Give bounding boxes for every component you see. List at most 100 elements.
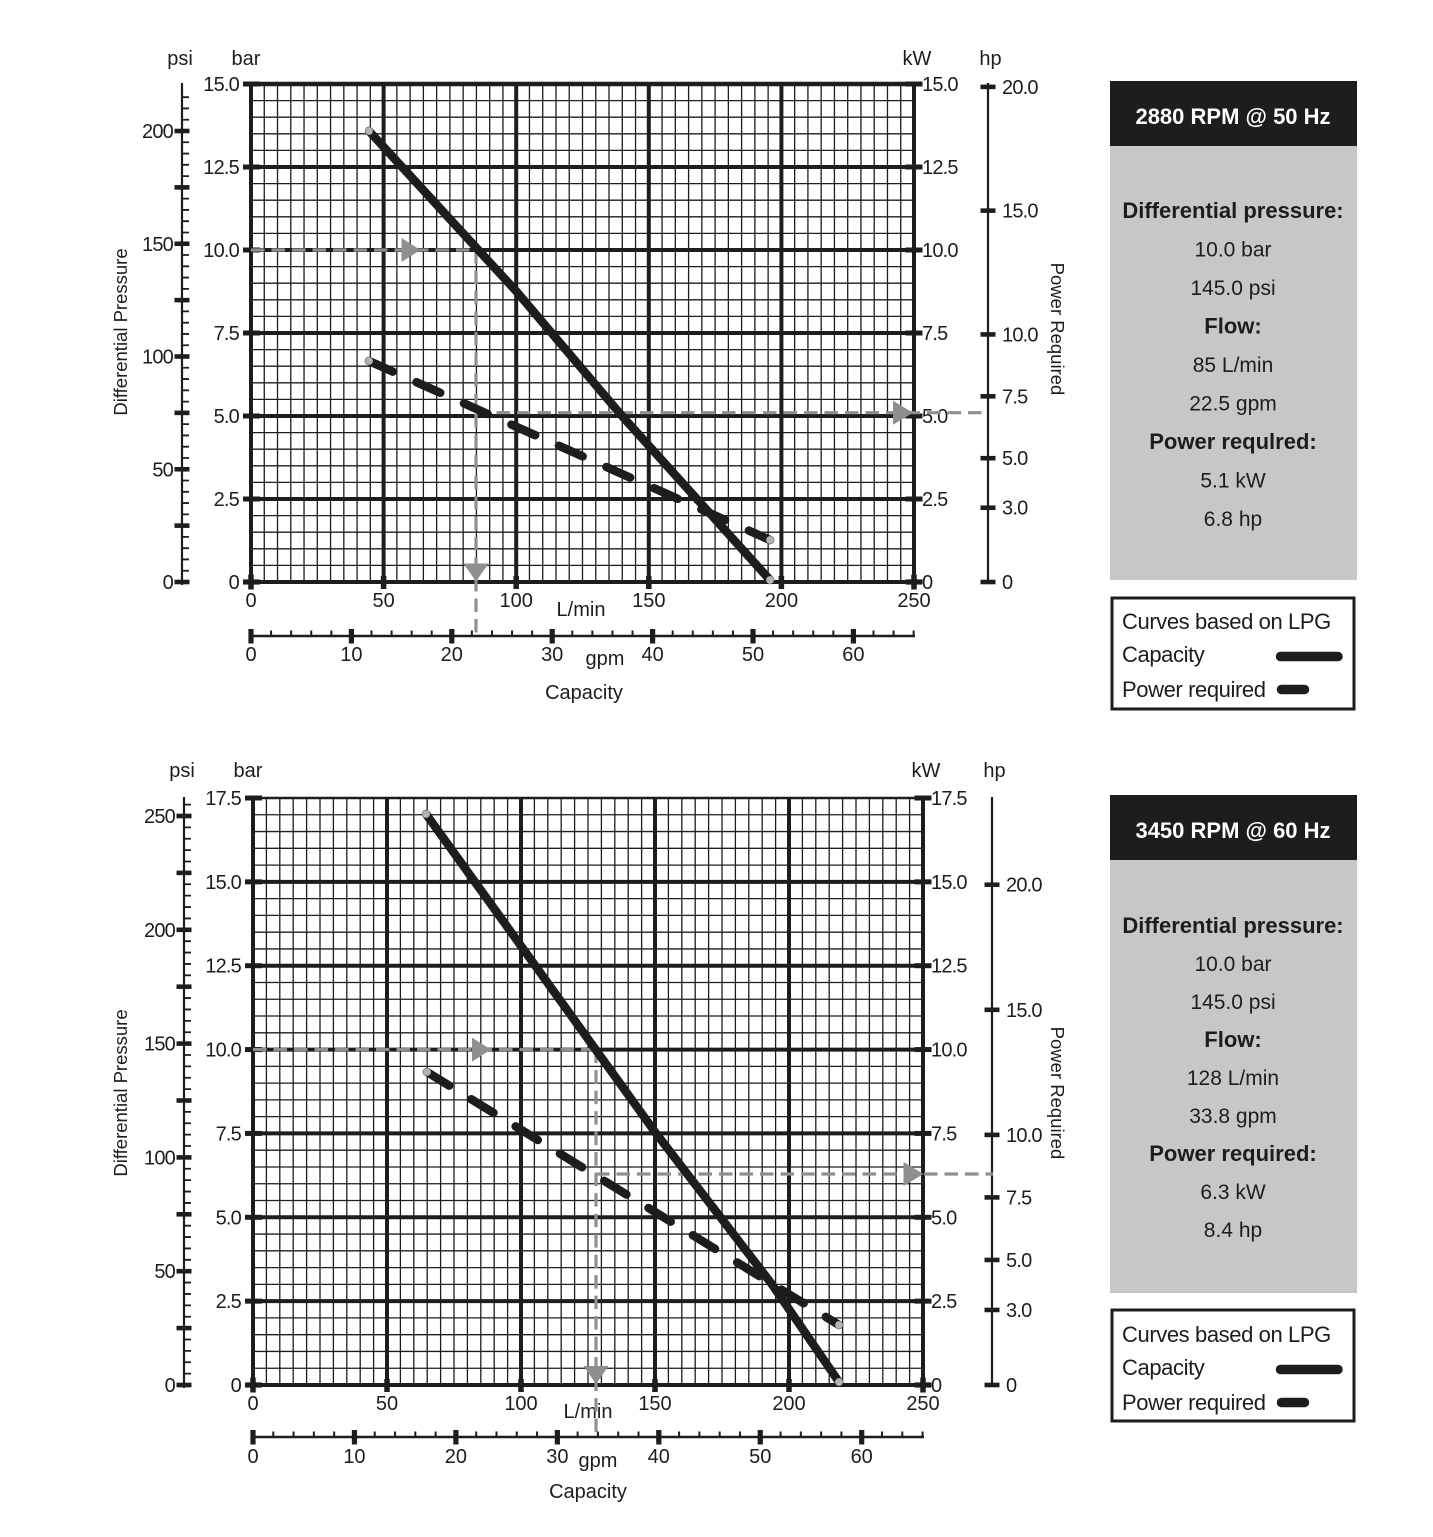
svg-text:Flow:: Flow:: [1204, 1027, 1261, 1052]
svg-text:50: 50: [372, 590, 394, 612]
svg-text:Capacity: Capacity: [1122, 642, 1205, 667]
svg-text:Power requlred:: Power requlred:: [1149, 429, 1316, 454]
svg-text:5.0: 5.0: [214, 406, 240, 428]
svg-text:2.5: 2.5: [214, 489, 240, 511]
svg-text:bar: bar: [232, 48, 261, 70]
svg-text:Flow:: Flow:: [1204, 314, 1261, 339]
svg-text:5.0: 5.0: [922, 406, 948, 428]
svg-text:100: 100: [504, 1393, 537, 1415]
svg-text:200: 200: [142, 121, 174, 143]
svg-text:40: 40: [641, 644, 663, 666]
svg-text:15.0: 15.0: [1002, 201, 1038, 223]
svg-text:10.0: 10.0: [1006, 1125, 1042, 1147]
svg-text:Differential Pressure: Differential Pressure: [110, 1009, 131, 1176]
svg-text:Capacity: Capacity: [1122, 1355, 1205, 1380]
svg-text:100: 100: [142, 347, 174, 369]
svg-text:Differential Pressure: Differential Pressure: [110, 248, 131, 415]
svg-text:5.0: 5.0: [1002, 448, 1028, 470]
svg-text:Differential pressure:: Differential pressure:: [1122, 198, 1343, 223]
svg-text:Capacity: Capacity: [545, 682, 623, 704]
svg-text:psi: psi: [167, 48, 193, 70]
svg-text:250: 250: [906, 1393, 939, 1415]
svg-text:20.0: 20.0: [1002, 77, 1038, 99]
svg-text:hp: hp: [983, 760, 1005, 782]
svg-text:bar: bar: [234, 760, 263, 782]
svg-text:6.3 kW: 6.3 kW: [1200, 1181, 1266, 1204]
svg-text:10.0 bar: 10.0 bar: [1194, 239, 1271, 262]
svg-text:12.5: 12.5: [922, 157, 958, 179]
svg-text:17.5: 17.5: [931, 788, 967, 810]
svg-text:20: 20: [445, 1446, 467, 1468]
svg-text:10.0: 10.0: [922, 240, 958, 262]
svg-text:200: 200: [772, 1393, 805, 1415]
svg-text:7.5: 7.5: [214, 323, 240, 345]
svg-text:5.1 kW: 5.1 kW: [1200, 470, 1266, 493]
svg-text:50: 50: [154, 1261, 175, 1283]
svg-text:50: 50: [376, 1393, 398, 1415]
svg-text:128 L/min: 128 L/min: [1187, 1067, 1279, 1090]
svg-text:145.0 psi: 145.0 psi: [1190, 277, 1275, 300]
svg-text:3450 RPM @ 60 Hz: 3450 RPM @ 60 Hz: [1135, 818, 1330, 843]
svg-text:2880 RPM @ 50 Hz: 2880 RPM @ 50 Hz: [1135, 104, 1330, 129]
svg-text:0: 0: [163, 572, 174, 594]
svg-text:3.0: 3.0: [1002, 498, 1028, 520]
svg-text:10.0: 10.0: [1002, 324, 1038, 346]
svg-text:12.5: 12.5: [203, 157, 239, 179]
svg-text:7.5: 7.5: [931, 1123, 957, 1145]
svg-text:12.5: 12.5: [205, 956, 241, 978]
svg-text:7.5: 7.5: [216, 1123, 242, 1145]
svg-text:10: 10: [343, 1446, 365, 1468]
svg-text:0: 0: [1006, 1375, 1017, 1397]
svg-text:20.0: 20.0: [1006, 875, 1042, 897]
svg-text:2.5: 2.5: [922, 489, 948, 511]
svg-text:0: 0: [931, 1375, 942, 1397]
svg-text:Differential pressure:: Differential pressure:: [1122, 913, 1343, 938]
svg-text:5.0: 5.0: [931, 1207, 957, 1229]
svg-text:0: 0: [245, 644, 256, 666]
svg-text:30: 30: [546, 1446, 568, 1468]
svg-text:kW: kW: [903, 48, 932, 70]
svg-text:Curves based on LPG: Curves based on LPG: [1122, 1322, 1331, 1347]
svg-text:33.8 gpm: 33.8 gpm: [1189, 1105, 1277, 1128]
svg-text:Power Required: Power Required: [1047, 263, 1068, 396]
svg-text:0: 0: [1002, 572, 1013, 594]
svg-text:150: 150: [632, 590, 665, 612]
svg-text:60: 60: [851, 1446, 873, 1468]
svg-text:5.0: 5.0: [216, 1207, 242, 1229]
svg-text:150: 150: [638, 1393, 671, 1415]
svg-text:10: 10: [340, 644, 362, 666]
svg-text:0: 0: [165, 1375, 176, 1397]
svg-text:200: 200: [144, 920, 176, 942]
svg-text:gpm: gpm: [586, 648, 625, 670]
svg-text:85 L/min: 85 L/min: [1193, 354, 1274, 377]
svg-text:6.8 hp: 6.8 hp: [1204, 508, 1262, 531]
svg-text:Capacity: Capacity: [549, 1481, 627, 1503]
svg-text:10.0: 10.0: [931, 1040, 967, 1062]
svg-text:2.5: 2.5: [216, 1291, 242, 1313]
svg-text:3.0: 3.0: [1006, 1300, 1032, 1322]
svg-text:15.0: 15.0: [205, 872, 241, 894]
svg-text:0: 0: [231, 1375, 242, 1397]
svg-text:10.0: 10.0: [203, 240, 239, 262]
svg-text:Power required: Power required: [1122, 1390, 1266, 1415]
svg-text:20: 20: [441, 644, 463, 666]
svg-text:100: 100: [144, 1147, 176, 1169]
svg-text:10.0: 10.0: [205, 1040, 241, 1062]
svg-text:0: 0: [247, 1446, 258, 1468]
svg-text:7.5: 7.5: [1002, 386, 1028, 408]
svg-text:0: 0: [245, 590, 256, 612]
svg-text:0: 0: [247, 1393, 258, 1415]
svg-text:12.5: 12.5: [931, 956, 967, 978]
svg-text:psi: psi: [169, 760, 195, 782]
svg-text:0: 0: [922, 572, 933, 594]
svg-text:kW: kW: [912, 760, 941, 782]
svg-text:7.5: 7.5: [922, 323, 948, 345]
svg-text:200: 200: [765, 590, 798, 612]
svg-text:50: 50: [749, 1446, 771, 1468]
svg-text:Curves based on LPG: Curves based on LPG: [1122, 609, 1331, 634]
svg-text:250: 250: [144, 806, 176, 828]
svg-text:15.0: 15.0: [1006, 1000, 1042, 1022]
svg-text:5.0: 5.0: [1006, 1250, 1032, 1272]
svg-text:Power Required: Power Required: [1047, 1027, 1068, 1160]
svg-text:150: 150: [142, 234, 174, 256]
